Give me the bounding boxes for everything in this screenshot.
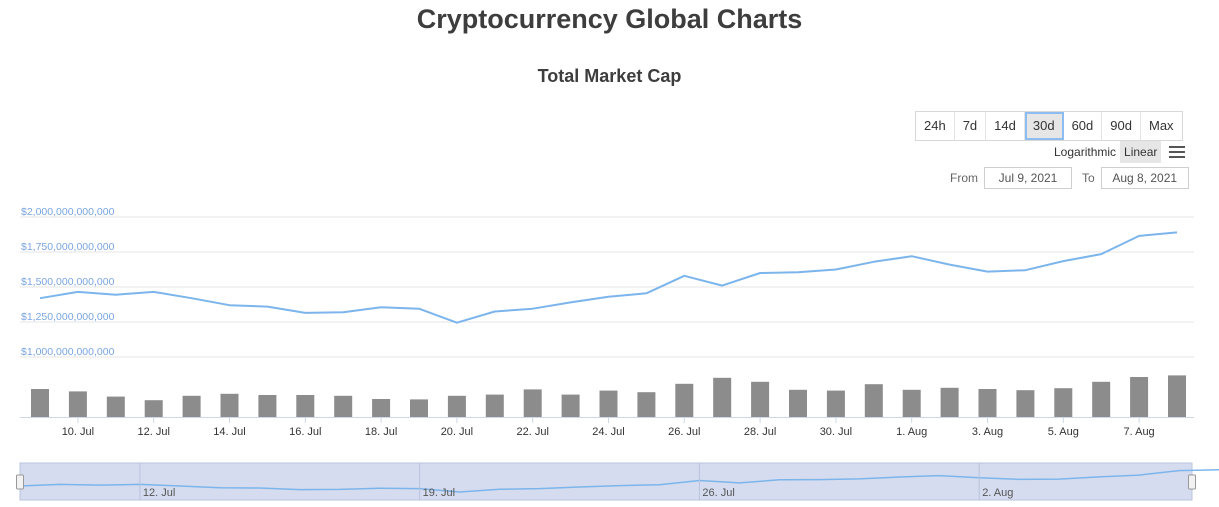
volume-bar [220, 393, 239, 417]
volume-bar [68, 391, 87, 417]
navigator-label: 26. Jul [702, 487, 734, 499]
y-tick-label: $1,000,000,000,000 [21, 346, 115, 358]
volume-bar [713, 377, 732, 417]
volume-bar [1016, 390, 1035, 417]
navigator-series-line [19, 469, 1219, 493]
volume-bar [864, 384, 883, 417]
y-axis-labels: $1,000,000,000,000 $1,250,000,000,000 $1,5… [21, 206, 115, 358]
navigator-mask [19, 462, 1193, 501]
x-tick-label: 12. Jul [137, 426, 169, 438]
market-cap-series-line [39, 231, 1178, 324]
x-tick-label: 10. Jul [62, 426, 94, 438]
x-tick-label: 7. Aug [1123, 426, 1154, 438]
volume-bar [372, 399, 391, 417]
from-date-input[interactable] [984, 167, 1072, 189]
volume-bar [258, 395, 277, 417]
navigator-label: 2. Aug [982, 487, 1013, 499]
volume-bar [182, 395, 201, 417]
navigator-label: 19. Jul [423, 487, 455, 499]
volume-bar [410, 399, 428, 417]
volume-bar [751, 381, 770, 417]
volume-bar [826, 390, 845, 417]
navigator[interactable]: 12. Jul 19. Jul 26. Jul 2. Aug [16, 462, 1219, 501]
volume-bars [31, 375, 1186, 417]
market-cap-line [39, 231, 1178, 324]
navigator-label: 12. Jul [143, 487, 175, 499]
range-7d-button[interactable]: 7d [955, 112, 987, 140]
x-tick-label: 22. Jul [516, 426, 548, 438]
volume-bar [599, 390, 618, 417]
volume-bar [561, 394, 580, 417]
date-range: From To [946, 167, 1195, 189]
x-tick-label: 3. Aug [972, 426, 1003, 438]
x-tick-label: 5. Aug [1048, 426, 1079, 438]
y-tick-label: $1,750,000,000,000 [21, 241, 115, 253]
range-14d-button[interactable]: 14d [986, 112, 1025, 140]
volume-bar [978, 389, 997, 417]
x-tick-label: 28. Jul [744, 426, 776, 438]
y-tick-label: $1,500,000,000,000 [21, 276, 115, 288]
volume-bar [940, 387, 959, 417]
x-tick-label: 30. Jul [820, 426, 852, 438]
volume-bar [1168, 375, 1186, 417]
volume-bar [1130, 377, 1149, 417]
volume-bar [523, 389, 542, 417]
linear-button[interactable]: Linear [1120, 141, 1162, 163]
page-title: Cryptocurrency Global Charts [416, 4, 803, 34]
y-tick-label: $1,250,000,000,000 [21, 311, 115, 323]
chart-title: Total Market Cap [537, 66, 682, 86]
x-tick-label: 1. Aug [896, 426, 927, 438]
navigator-right-handle[interactable] [1188, 474, 1196, 490]
volume-bar [447, 395, 466, 417]
to-date-input[interactable] [1100, 167, 1189, 189]
volume-bar [296, 395, 315, 417]
to-label: To [1082, 171, 1095, 185]
volume-bar [789, 389, 807, 417]
x-tick-label: 16. Jul [289, 426, 321, 438]
x-tick-label: 26. Jul [668, 426, 700, 438]
volume-bar [902, 389, 921, 417]
volume-bar [485, 394, 504, 417]
volume-bar [334, 395, 353, 417]
volume-bar [106, 396, 125, 417]
range-selector: 24h 7d 14d 30d 60d 90d Max [915, 111, 1183, 141]
navigator-left-handle[interactable] [16, 474, 24, 490]
x-tick-label: 20. Jul [441, 426, 473, 438]
grid-lines [20, 216, 1194, 358]
x-tick-label: 24. Jul [592, 426, 624, 438]
volume-bar [1054, 388, 1073, 417]
range-60d-button[interactable]: 60d [1064, 112, 1103, 140]
range-max-button[interactable]: Max [1148, 118, 1174, 133]
logarithmic-button[interactable]: Logarithmic [1054, 145, 1117, 159]
x-axis: 10. Jul 12. Jul 14. Jul 16. Jul 18. Jul 20. J… [20, 417, 1194, 438]
volume-bar [675, 383, 694, 417]
x-tick-label: 14. Jul [213, 426, 245, 438]
volume-bar [637, 392, 656, 417]
from-label: From [950, 171, 978, 185]
volume-bar [144, 400, 163, 417]
volume-bar [1092, 381, 1111, 417]
volume-bar [31, 389, 49, 417]
scale-toggle: Logarithmic Linear [1050, 141, 1186, 163]
range-90d-button[interactable]: 90d [1102, 112, 1141, 140]
x-tick-label: 18. Jul [365, 426, 397, 438]
hamburger-menu-icon[interactable] [1169, 146, 1186, 158]
y-tick-label: $2,000,000,000,000 [21, 206, 115, 218]
range-24h-button[interactable]: 24h [916, 112, 955, 140]
range-30d-button[interactable]: 30d [1024, 112, 1064, 140]
